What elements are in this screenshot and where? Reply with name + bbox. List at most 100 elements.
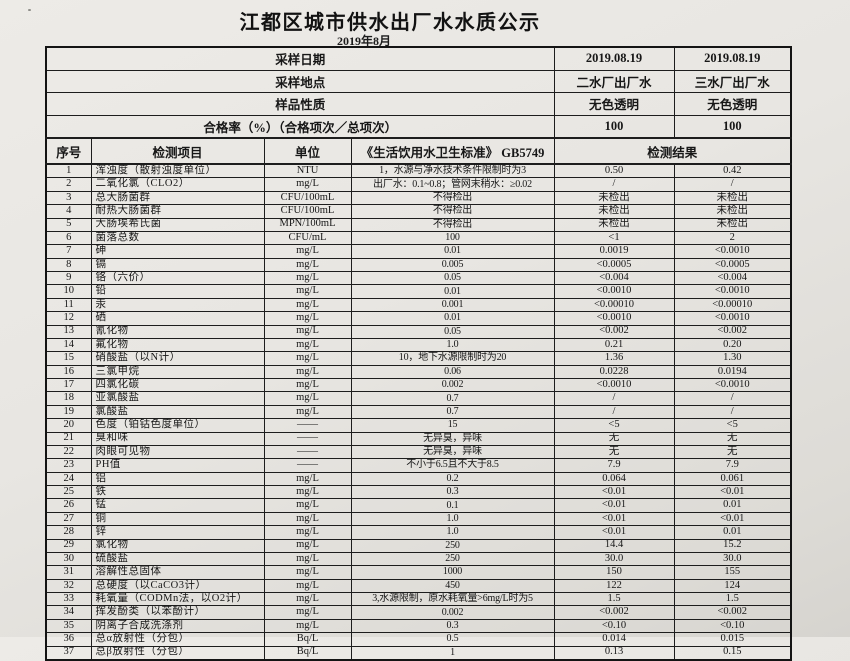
- cell-index: 10: [45, 284, 92, 299]
- page-title: 江都区城市供水出厂水水质公示: [239, 12, 541, 34]
- cell-index: 34: [45, 605, 92, 620]
- cell-result-plant3: <0.0005: [673, 257, 792, 273]
- cell-index: 15: [45, 351, 92, 366]
- info-value-plant2: 2019.08.19: [553, 46, 675, 71]
- cell-item: 总α放射性（分包）: [90, 632, 265, 647]
- cell-unit: mg/L: [263, 565, 352, 580]
- cell-result-plant3: 0.015: [673, 632, 792, 647]
- table-row: 2 二氧化氯（CLO2） mg/L 出厂水：0.1~0.8；管网末稍水：≥0.02//: [45, 177, 792, 192]
- cell-standard: 0.3: [350, 618, 555, 634]
- cell-standard: 0.002: [350, 377, 555, 393]
- cell-unit: CFU/mL: [263, 230, 352, 246]
- cell-index: 37: [45, 645, 92, 661]
- cell-result-plant3: <0.00010: [673, 297, 792, 313]
- cell-result-plant2: 1.36: [553, 351, 675, 366]
- cell-standard: 0.01: [350, 284, 555, 299]
- cell-index: 33: [45, 591, 92, 607]
- cell-unit: mg/L: [263, 297, 352, 313]
- cell-result-plant3: <0.0010: [673, 377, 792, 393]
- table-row: 32 总硬度（以CaCO3计） mg/L 450 122 124: [45, 578, 792, 594]
- cell-standard: 250: [350, 551, 555, 567]
- table-row: 22 肉眼可见物 —— 无异臭，异味无无: [45, 444, 792, 460]
- cell-result-plant3: 0.01: [673, 498, 792, 513]
- cell-unit: ——: [263, 444, 352, 460]
- cell-result-plant2: 122: [553, 578, 675, 594]
- cell-standard: 250: [350, 538, 555, 553]
- cell-index: 12: [45, 311, 92, 326]
- cell-standard: 0.7: [350, 391, 555, 406]
- info-label: 样品性质: [45, 92, 555, 116]
- cell-result-plant3: <0.002: [673, 324, 792, 339]
- cell-standard: 无异臭，异味: [350, 444, 555, 460]
- cell-result-plant3: /: [673, 177, 792, 192]
- cell-unit: CFU/100mL: [263, 190, 352, 206]
- cell-index: 11: [45, 297, 92, 313]
- cell-result-plant3: 30.0: [673, 551, 792, 567]
- cell-unit: mg/L: [263, 404, 352, 420]
- cell-item: 汞: [90, 297, 265, 313]
- cell-result-plant3: <0.002: [673, 605, 792, 620]
- col-header-result: 检测结果: [553, 137, 792, 165]
- cell-item: 硒: [90, 311, 265, 326]
- cell-standard: 1: [350, 645, 555, 661]
- cell-result-plant3: <0.0010: [673, 244, 792, 259]
- cell-index: 24: [45, 471, 92, 487]
- col-header-standard: 《生活饮用水卫生标准》 GB5749: [350, 137, 555, 165]
- cell-item: 肉眼可见物: [90, 444, 265, 460]
- cell-item: PH值: [90, 458, 265, 473]
- cell-item: 浑浊度（散射浊度单位）: [90, 163, 265, 179]
- cell-unit: mg/L: [263, 538, 352, 553]
- cell-standard: 0.002: [350, 605, 555, 620]
- cell-index: 3: [45, 190, 92, 206]
- col-header-index: 序号: [45, 137, 92, 165]
- table-row: 29 氯化物 mg/L 250 14.4 15.2: [45, 538, 792, 553]
- cell-result-plant2: 未检出: [553, 217, 675, 232]
- cell-standard: 0.05: [350, 270, 555, 286]
- table-row: 27 铜 mg/L 1.0 <0.01 <0.01: [45, 511, 792, 527]
- cell-result-plant3: 7.9: [673, 458, 792, 473]
- cell-result-plant2: 未检出: [553, 190, 675, 206]
- cell-standard: 不得检出: [350, 190, 555, 206]
- cell-result-plant3: 0.061: [673, 471, 792, 487]
- table-row: 23 PH值 —— 不小于6.5且不大于8.5 7.9 7.9: [45, 458, 792, 473]
- info-value-plant2: 二水厂出厂水: [553, 69, 675, 93]
- cell-standard: 0.7: [350, 404, 555, 420]
- cell-result-plant3: <0.01: [673, 511, 792, 527]
- cell-unit: mg/L: [263, 551, 352, 567]
- cell-item: 大肠埃希氏菌: [90, 217, 265, 232]
- cell-unit: mg/L: [263, 324, 352, 339]
- table-row: 9 铬（六价） mg/L 0.05 <0.004 <0.004: [45, 270, 792, 286]
- cell-index: 9: [45, 270, 92, 286]
- table-row: 19 氯酸盐 mg/L 0.7//: [45, 404, 792, 420]
- cell-result-plant3: 未检出: [673, 217, 792, 232]
- cell-result-plant2: <0.0010: [553, 311, 675, 326]
- table-row: 6 菌落总数 CFU/mL 100 <1 2: [45, 230, 792, 246]
- cell-result-plant3: 无: [673, 431, 792, 446]
- column-header-row: 序号 检测项目 单位 《生活饮用水卫生标准》 GB5749 检测结果: [45, 137, 792, 165]
- cell-index: 1: [45, 163, 92, 179]
- cell-unit: mg/L: [263, 177, 352, 192]
- info-value-plant3: 三水厂出厂水: [673, 69, 792, 93]
- cell-unit: mg/L: [263, 270, 352, 286]
- cell-standard: 0.1: [350, 498, 555, 513]
- cell-result-plant3: /: [673, 391, 792, 406]
- cell-item: 总硬度（以CaCO3计）: [90, 578, 265, 594]
- cell-result-plant3: <0.01: [673, 484, 792, 500]
- cell-result-plant3: 124: [673, 578, 792, 594]
- cell-result-plant3: 0.01: [673, 525, 792, 540]
- cell-item: 亚氯酸盐: [90, 391, 265, 406]
- cell-standard: 不小于6.5且不大于8.5: [350, 458, 555, 473]
- cell-unit: mg/L: [263, 337, 352, 353]
- cell-result-plant2: <0.0005: [553, 257, 675, 273]
- cell-result-plant2: <0.002: [553, 324, 675, 339]
- cell-unit: mg/L: [263, 391, 352, 406]
- table-row: 8 镉 mg/L 0.005 <0.0005 <0.0005: [45, 257, 792, 273]
- cell-item: 耗氧量（CODMn法，以O2计）: [90, 591, 265, 607]
- cell-item: 氯化物: [90, 538, 265, 553]
- cell-result-plant3: <0.0010: [673, 311, 792, 326]
- cell-unit: ——: [263, 458, 352, 473]
- cell-result-plant3: <0.004: [673, 270, 792, 286]
- cell-standard: 450: [350, 578, 555, 594]
- cell-result-plant3: 155: [673, 565, 792, 580]
- table-row: 26 锰 mg/L 0.1 <0.01 0.01: [45, 498, 792, 513]
